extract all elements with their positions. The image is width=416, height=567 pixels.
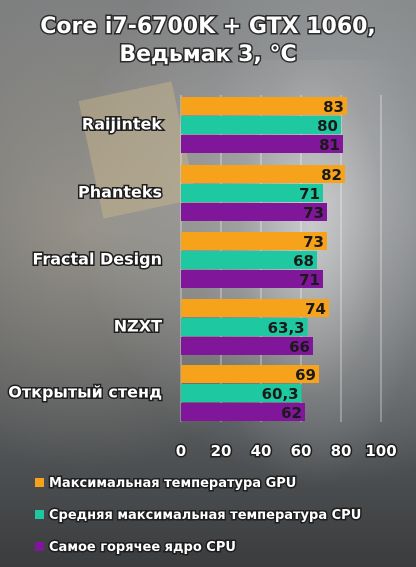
data-label: 71 — [299, 271, 320, 289]
category-label: NZXT — [114, 317, 162, 336]
bar — [181, 270, 323, 288]
legend-swatch — [35, 478, 44, 487]
x-tick-label: 60 — [291, 442, 312, 460]
data-label: 63,3 — [268, 319, 305, 337]
data-label: 73 — [303, 204, 324, 222]
category-label: Fractal Design — [32, 250, 162, 269]
x-tick-label: 100 — [365, 442, 396, 460]
bar — [181, 165, 345, 183]
bar — [181, 384, 302, 402]
bar — [181, 97, 347, 115]
bar — [181, 184, 323, 202]
bar — [181, 337, 313, 355]
legend-label: Максимальная температура GPU — [49, 476, 296, 491]
bar — [181, 365, 319, 383]
category-label: Raijintek — [82, 115, 162, 134]
data-label: 68 — [293, 252, 314, 270]
x-tick-label: 0 — [176, 442, 186, 460]
chart-title-line: Ведьмак 3, °C — [119, 42, 296, 67]
data-label: 74 — [305, 300, 326, 318]
data-label: 71 — [299, 185, 320, 203]
data-label: 83 — [323, 98, 344, 116]
bar — [181, 203, 327, 221]
data-label: 81 — [319, 136, 340, 154]
data-label: 62 — [281, 404, 302, 422]
legend-swatch — [35, 542, 44, 551]
x-tick-label: 20 — [211, 442, 232, 460]
bar — [181, 251, 317, 269]
bar — [181, 232, 327, 250]
bar — [181, 116, 341, 134]
x-tick-label: 40 — [251, 442, 272, 460]
data-label: 69 — [295, 366, 316, 384]
bar — [181, 299, 329, 317]
bar — [181, 318, 308, 336]
chart-title-line: Core i7-6700K + GTX 1060, — [40, 14, 376, 39]
legend-label: Средняя максимальная температура CPU — [49, 508, 361, 523]
data-label: 60,3 — [262, 385, 299, 403]
category-label: Открытый стенд — [8, 383, 162, 402]
data-label: 80 — [317, 117, 338, 135]
data-label: 82 — [321, 166, 342, 184]
category-label: Phanteks — [78, 183, 162, 202]
bar — [181, 403, 305, 421]
bar — [181, 135, 343, 153]
legend-label: Самое горячее ядро CPU — [49, 540, 236, 555]
data-label: 73 — [303, 233, 324, 251]
legend-swatch — [35, 510, 44, 519]
x-tick-label: 80 — [331, 442, 352, 460]
data-label: 66 — [289, 338, 310, 356]
